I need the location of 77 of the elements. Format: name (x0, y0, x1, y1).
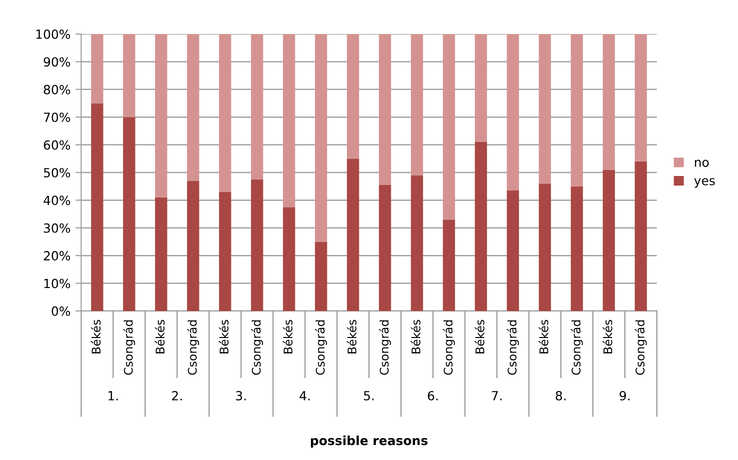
bar (187, 34, 200, 181)
bar (378, 184, 392, 311)
bar (155, 197, 168, 311)
bar (602, 170, 615, 311)
x-tick-label: Csongrád (634, 320, 647, 375)
x-tick-label: Csongrád (506, 320, 519, 375)
bar (219, 192, 232, 311)
x-tick-label: Békés (90, 320, 101, 354)
x-tick-label: Békés (474, 320, 484, 354)
bar (538, 34, 551, 184)
y-tick-label: 30% (44, 223, 70, 233)
text: 4. (300, 391, 310, 400)
x-tick-label: Békés (346, 320, 356, 354)
bar (187, 180, 200, 311)
bar (282, 34, 296, 208)
y-tick-label: 100% (36, 30, 70, 39)
bar (91, 34, 104, 104)
bar (410, 175, 424, 311)
y-tick-label: 90% (44, 57, 70, 67)
bar (219, 34, 232, 192)
text: 6. (428, 390, 438, 400)
text: 3. (236, 390, 246, 400)
bar (442, 34, 456, 220)
bar (346, 158, 360, 311)
bar (282, 207, 296, 311)
bar (474, 142, 488, 311)
x-axis-title: possible reasons (310, 436, 428, 448)
bar (602, 34, 615, 170)
bar (506, 190, 519, 311)
text: 8. (556, 390, 566, 400)
bar (155, 34, 168, 198)
y-tick-label: 40% (44, 196, 70, 206)
text: 5. (364, 391, 374, 400)
x-tick-label: Csongrád (123, 320, 136, 375)
x-tick-label: Csongrád (187, 320, 200, 375)
y-tick-label: 70% (44, 112, 70, 122)
y-tick-label: 60% (44, 140, 70, 150)
bar (634, 161, 647, 311)
x-tick-label: Csongrád (379, 320, 391, 375)
bar (442, 220, 456, 311)
text: 1. (108, 391, 118, 400)
x-tick-label: Békés (410, 320, 420, 354)
legend-label: no (694, 160, 709, 167)
y-tick-label: 20% (44, 251, 70, 261)
x-tick-label: Csongrád (251, 320, 264, 375)
bar (570, 34, 583, 186)
bar (474, 34, 488, 142)
x-tick-label: Csongrád (443, 320, 455, 375)
y-tick-label: 10% (44, 278, 70, 288)
text: 2. (172, 390, 182, 400)
x-tick-label: Békés (538, 320, 548, 354)
bar (378, 34, 392, 185)
text: 7. (492, 391, 502, 400)
bar (570, 186, 583, 311)
bar (314, 242, 328, 311)
text: 9. (620, 390, 630, 400)
x-tick-label: Csongrád (570, 320, 583, 375)
bar (506, 34, 519, 190)
bar (314, 34, 328, 242)
legend-label: yes (694, 178, 715, 188)
y-tick-label: 50% (44, 168, 70, 178)
x-tick-label: Csongrád (315, 320, 327, 375)
x-tick-label: Békés (218, 320, 229, 354)
y-tick-label: 0% (52, 306, 70, 316)
x-tick-label: Békés (154, 320, 165, 354)
bar (538, 184, 551, 311)
bar (634, 34, 647, 162)
bar (123, 117, 136, 311)
bar (410, 34, 424, 176)
bar (91, 103, 104, 311)
bar (123, 34, 136, 118)
bar (250, 34, 264, 180)
bar (346, 34, 360, 159)
bar (250, 179, 264, 311)
x-tick-label: Békés (602, 320, 612, 354)
y-tick-label: 80% (44, 84, 70, 94)
x-tick-label: Békés (282, 320, 292, 354)
